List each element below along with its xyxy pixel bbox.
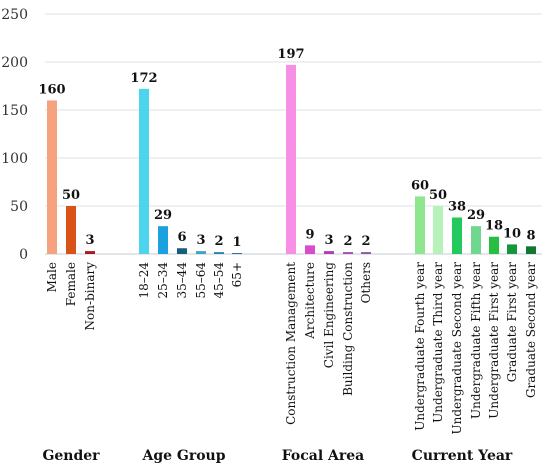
bar-focal-area-civil-engineering [324, 251, 334, 254]
y-tick-label: 250 [1, 7, 28, 23]
data-label-focal-area-civil-engineering: 3 [324, 233, 333, 248]
group-current-year [415, 196, 536, 254]
data-label-age-group-65: 1 [232, 235, 241, 250]
data-label-current-year-graduate-second-year: 8 [526, 228, 535, 243]
data-label-gender-non-binary: 3 [85, 233, 94, 248]
group-label-gender: Gender [42, 448, 100, 464]
bar-gender-female [66, 206, 76, 254]
data-label-focal-area-architecture: 9 [305, 227, 314, 242]
data-label-current-year-undergraduate-first-year: 18 [485, 219, 503, 234]
group-label-current-year: Current Year [412, 448, 513, 464]
bar-focal-area-construction-management [286, 64, 296, 254]
bar-current-year-undergraduate-fourth-year [415, 196, 425, 254]
bar-current-year-undergraduate-second-year [452, 217, 462, 254]
data-label-age-group-45-54: 2 [214, 234, 223, 249]
data-label-current-year-undergraduate-third-year: 50 [429, 188, 447, 203]
y-tick-label: 100 [1, 151, 28, 167]
category-label-gender-male: Male [45, 262, 59, 292]
bar-current-year-graduate-second-year [526, 246, 536, 254]
y-tick-label: 150 [1, 103, 28, 119]
data-label-current-year-undergraduate-fifth-year: 29 [467, 208, 485, 223]
category-label-age-group-25-34: 25–34 [156, 262, 170, 299]
data-label-focal-area-others: 2 [361, 234, 370, 249]
bar-age-group-35-44 [177, 248, 187, 254]
category-label-focal-area-civil-engineering: Civil Engineering [322, 262, 336, 369]
data-label-focal-area-construction-management: 197 [277, 47, 304, 62]
data-label-age-group-25-34: 29 [154, 208, 172, 223]
bar-current-year-undergraduate-first-year [489, 236, 499, 254]
bar-current-year-undergraduate-fifth-year [471, 226, 481, 254]
bar-age-group-18-24 [139, 88, 149, 254]
category-label-focal-area-architecture: Architecture [303, 262, 317, 340]
bar-current-year-graduate-first-year [507, 244, 517, 254]
data-label-current-year-undergraduate-second-year: 38 [448, 200, 466, 215]
data-label-age-group-18-24: 172 [130, 71, 157, 86]
category-label-current-year-graduate-second-year: Graduate Second year [524, 262, 538, 398]
bar-age-group-65 [232, 253, 242, 255]
category-label-age-group-55-64: 55–64 [194, 262, 208, 299]
data-label-age-group-55-64: 3 [196, 233, 205, 248]
y-tick-label: 50 [10, 199, 28, 215]
data-label-current-year-undergraduate-fourth-year: 60 [411, 178, 429, 193]
bar-focal-area-others [361, 252, 371, 254]
bar-age-group-45-54 [214, 252, 224, 254]
bar-age-group-25-34 [158, 226, 168, 254]
bar-current-year-undergraduate-third-year [433, 206, 443, 254]
bar-age-group-55-64 [196, 251, 206, 254]
category-label-age-group-45-54: 45–54 [212, 262, 226, 299]
category-label-gender-female: Female [64, 262, 78, 306]
category-label-focal-area-others: Others [359, 262, 373, 303]
category-label-gender-non-binary: Non-binary [83, 262, 97, 331]
bar-focal-area-architecture [305, 245, 315, 254]
data-label-gender-male: 160 [38, 82, 65, 97]
bar-gender-non-binary [85, 251, 95, 254]
data-label-gender-female: 50 [62, 188, 80, 203]
data-label-focal-area-building-construction: 2 [343, 234, 352, 249]
group-gender [47, 100, 95, 255]
category-label-age-group-65: 65+ [230, 262, 244, 287]
category-label-age-group-18-24: 18–24 [137, 262, 151, 299]
group-age-group [139, 88, 242, 255]
y-tick-label: 0 [19, 247, 28, 263]
group-label-age-group: Age Group [141, 448, 225, 464]
category-label-current-year-undergraduate-fourth-year: Undergraduate Fourth year [413, 262, 427, 431]
y-tick-label: 200 [1, 55, 28, 71]
category-label-focal-area-building-construction: Building Construction [341, 262, 355, 396]
category-label-current-year-undergraduate-fifth-year: Undergraduate Fifth year [469, 262, 483, 419]
category-label-current-year-undergraduate-first-year: Undergraduate First year [487, 262, 501, 419]
group-focal-area [286, 64, 371, 254]
bar-gender-male [47, 100, 57, 255]
category-label-current-year-undergraduate-second-year: Undergraduate Second year [450, 262, 464, 435]
category-label-focal-area-construction-management: Construction Management [284, 262, 298, 425]
labels-layer: 160Male50Female3Non-binaryGender17218–24… [38, 47, 538, 464]
category-label-current-year-undergraduate-third-year: Undergraduate Third year [431, 262, 445, 423]
bars-layer [47, 64, 536, 255]
category-label-age-group-35-44: 35–44 [175, 262, 189, 299]
group-label-focal-area: Focal Area [282, 448, 365, 464]
category-label-current-year-graduate-first-year: Graduate First year [505, 262, 519, 383]
bar-focal-area-building-construction [343, 252, 353, 254]
data-label-current-year-graduate-first-year: 10 [503, 226, 521, 241]
data-label-age-group-35-44: 6 [177, 230, 186, 245]
